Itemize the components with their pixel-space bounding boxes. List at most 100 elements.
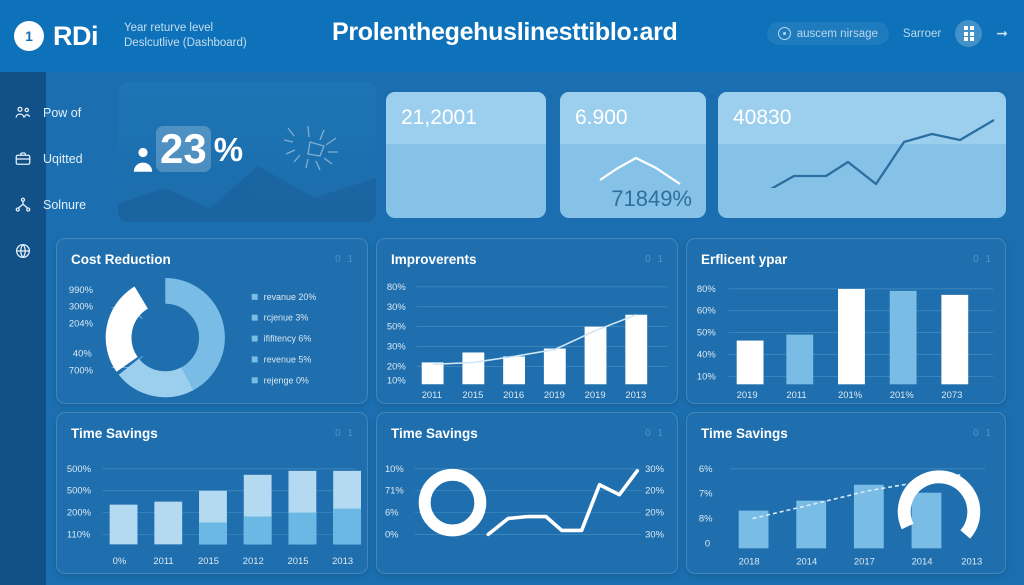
y-tick: 80% [697,283,716,294]
bar [786,334,814,385]
sidebar-item-uqitted[interactable]: Uqitted [0,136,83,182]
legend-swatch [251,377,258,384]
location-icon [777,27,791,40]
card-time-savings-line[interactable]: Time Savings 0 1 10% 71% 6% 0% 30% 20% 2… [376,412,678,574]
person-icon [133,147,153,172]
bars [738,484,942,549]
gridlines [416,286,668,367]
y-tick: 40% [697,348,716,359]
bars [736,288,969,385]
y-tick-left: 6% [385,507,399,518]
y-tick: 8% [699,513,713,524]
y-tick-right: 20% [645,485,664,496]
page-title: Prolenthegehuslinesttiblo:ard [332,18,678,46]
x-tick: 2015 [198,555,219,566]
bar-segment-lower [243,516,272,545]
x-tick: 2011 [153,555,173,566]
trend-line [432,313,637,366]
donut-chart: 990% 300% 204% 40% 700% revanue 20% rcje… [69,277,317,398]
kpi-card-body: 71849% [560,144,706,218]
y-tick-left: 10% [385,463,404,474]
burst-icon [283,125,338,171]
briefcase-icon [15,152,31,165]
brand[interactable]: 1 RDi [14,20,99,52]
bar [462,352,485,385]
legend-swatch [251,314,258,321]
bar [736,340,764,385]
card-title: Time Savings [71,426,158,441]
y-tick: 0 [705,537,710,548]
y-tick: 110% [67,528,91,539]
sidebar: Pow of Uqitted Solnure [0,72,86,585]
donut-overlay [418,468,487,537]
bar [503,356,526,385]
sidebar-item-globe[interactable] [0,228,46,274]
x-tick: 2014 [796,555,817,566]
y-tick-right: 30% [645,528,664,539]
legend-swatch [251,293,258,300]
card-efficiency[interactable]: Erflicent ypar 0 1 80% 60% 50% 40% 10% [686,238,1006,404]
card-title: Time Savings [701,426,788,441]
legend-label: rcjenue 3% [264,313,309,323]
y-tick: 50% [387,321,406,332]
card-cost-reduction[interactable]: Cost Reduction 0 1 990% 300% 204% 40% 70… [56,238,368,404]
kpi-card-3[interactable]: 40830 [718,92,1006,218]
y-tick: 30% [387,301,406,312]
bar [543,348,566,385]
kpi-card-1[interactable]: 21,2001 [386,92,546,218]
arrow-right-icon[interactable]: ➞ [996,25,1008,41]
legend-label: rejenge 0% [264,375,309,385]
card-title: Cost Reduction [71,252,171,267]
legend-swatch [251,356,258,363]
top-bar: 1 RDi Year returve level Deslcutlive (Da… [0,0,1024,72]
network-icon [15,197,31,212]
brand-subtitle-line2: Deslcutlive (Dashboard) [124,37,247,49]
x-tick: 2015 [287,555,308,566]
card-time-savings-gauge[interactable]: Time Savings 0 1 6% 7% 8% 0 2018 2014 20… [686,412,1006,574]
source-label[interactable]: Sarroer [902,27,942,40]
x-tick: 2019 [544,389,565,400]
brand-name: RDi [53,20,99,51]
card-meta: 0 1 [335,428,355,439]
sidebar-item-solnure[interactable]: Solnure [0,182,86,228]
x-tick: 2013 [961,555,982,566]
kpi-card-2[interactable]: 6.900 71849% [560,92,706,218]
bar [584,326,607,385]
grid-view-button[interactable] [955,20,983,47]
top-bar-actions: auscem nirsage Sarroer ➞ [766,20,1008,47]
y-tick-left: 0% [385,528,399,539]
hero-kpi-unit: % [213,131,244,168]
x-tick: 2018 [739,555,760,566]
bars [109,470,362,545]
bar [853,484,884,549]
kpi-card-header: 6.900 [560,92,706,144]
sidebar-item-pow-of[interactable]: Pow of [0,90,81,136]
location-pill[interactable]: auscem nirsage [766,22,889,45]
donut-leader-label: 204% [69,318,94,329]
location-pill-label: auscem nirsage [796,27,878,40]
gauge-overlay [897,470,981,539]
card-meta: 0 1 [335,254,355,265]
kpi-value: 40830 [733,106,792,129]
brand-badge: 1 [14,21,44,51]
legend-label: revanue 20% [264,292,317,302]
card-improvements[interactable]: Improverents 0 1 80% 30% 50% 30% 20% 10% [376,238,678,404]
y-tick: 7% [699,488,713,499]
donut-leader-label: 300% [69,301,94,312]
donut-leader-label: 990% [69,284,94,295]
legend-swatch [251,335,258,342]
y-tick: 6% [699,463,713,474]
y-tick: 500% [67,485,92,496]
bar [421,362,444,385]
kpi-value: 21,2001 [401,106,477,129]
kpi-card-header: 40830 [718,92,1006,144]
bar-segment-upper [109,504,138,545]
hero-kpi-value-group: 23 % [132,126,243,172]
bar-segment-lower [199,522,227,545]
donut-ring [105,277,225,398]
bar [838,288,865,385]
card-time-savings-stacked[interactable]: Time Savings 0 1 500% 500% 200% 110% [56,412,368,574]
card-meta: 0 1 [645,428,665,439]
legend-label: ififitency 6% [264,334,312,344]
